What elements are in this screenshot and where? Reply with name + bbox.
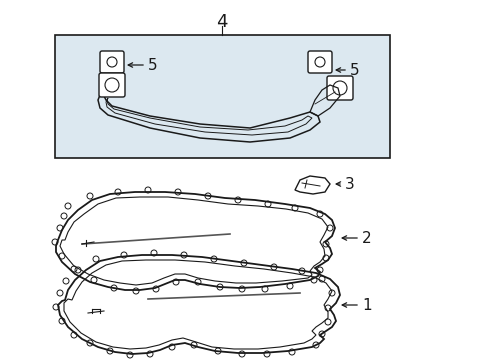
FancyBboxPatch shape xyxy=(55,35,389,158)
FancyBboxPatch shape xyxy=(307,51,331,73)
FancyBboxPatch shape xyxy=(326,76,352,100)
Text: 5: 5 xyxy=(148,58,157,72)
Text: 1: 1 xyxy=(361,297,371,312)
Text: 2: 2 xyxy=(361,230,371,246)
FancyBboxPatch shape xyxy=(100,51,124,73)
FancyBboxPatch shape xyxy=(99,73,125,97)
Text: 5: 5 xyxy=(349,63,359,77)
Text: 3: 3 xyxy=(345,176,354,192)
Text: 4: 4 xyxy=(216,13,227,31)
